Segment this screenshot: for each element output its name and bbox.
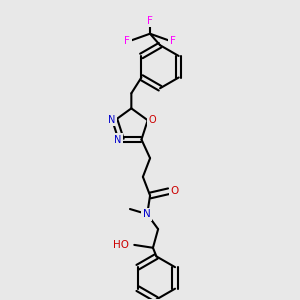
Text: N: N [108,115,115,125]
Text: F: F [147,16,153,26]
Text: F: F [170,36,176,46]
Text: O: O [148,115,156,125]
Text: O: O [170,186,178,196]
Text: N: N [143,209,151,219]
Text: N: N [114,135,122,145]
Text: F: F [124,36,130,46]
Text: HO: HO [113,240,129,250]
